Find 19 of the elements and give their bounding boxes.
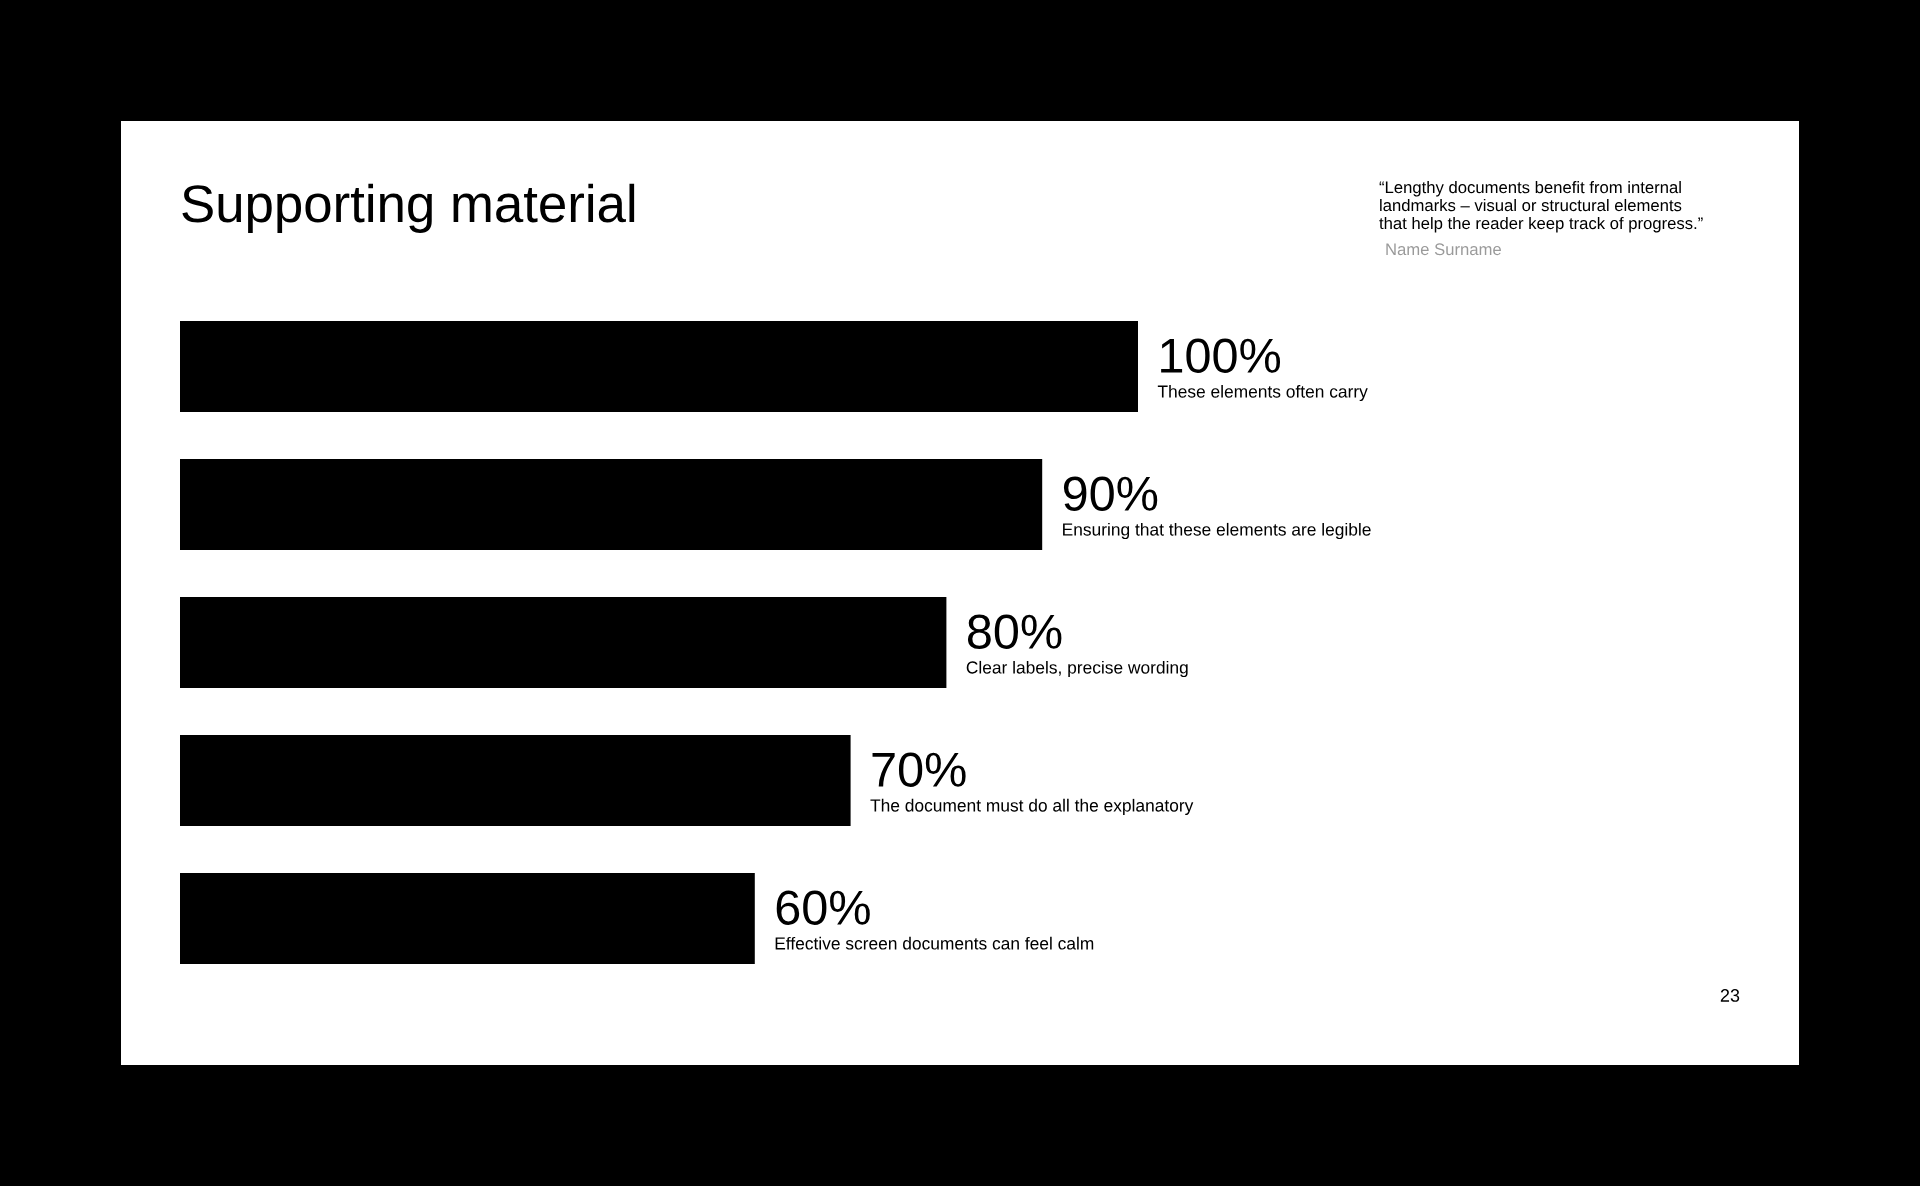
data-label: 100% bbox=[1161, 338, 1281, 373]
bar bbox=[180, 596, 947, 689]
y-tick-label: Clear labels, precise wording bbox=[966, 660, 1188, 678]
data-label: 80% bbox=[967, 614, 1062, 649]
data-label: 90% bbox=[1063, 476, 1158, 511]
y-tick-label: The document must do all the explanatory bbox=[870, 798, 1194, 816]
y-tick-label: Ensuring that these elements are legible bbox=[1063, 522, 1371, 540]
y-tick-label: These elements often carry bbox=[1157, 384, 1368, 402]
data-label: 60% bbox=[776, 890, 870, 925]
bar bbox=[180, 458, 1043, 551]
text: “Lengthy documents benefit from internal landmarks – visual or structural elements that help the reader keep track of progress.” bbox=[1379, 181, 1703, 233]
text: Name Surname bbox=[1386, 243, 1501, 256]
y-tick-label: Effective screen documents can feel calm bbox=[775, 936, 1094, 950]
bar bbox=[180, 734, 851, 827]
bar bbox=[180, 872, 755, 964]
chart-title: Supporting material bbox=[182, 183, 635, 233]
bar bbox=[180, 321, 1138, 413]
text: 23 bbox=[1720, 989, 1740, 1002]
data-label: 70% bbox=[872, 752, 966, 787]
